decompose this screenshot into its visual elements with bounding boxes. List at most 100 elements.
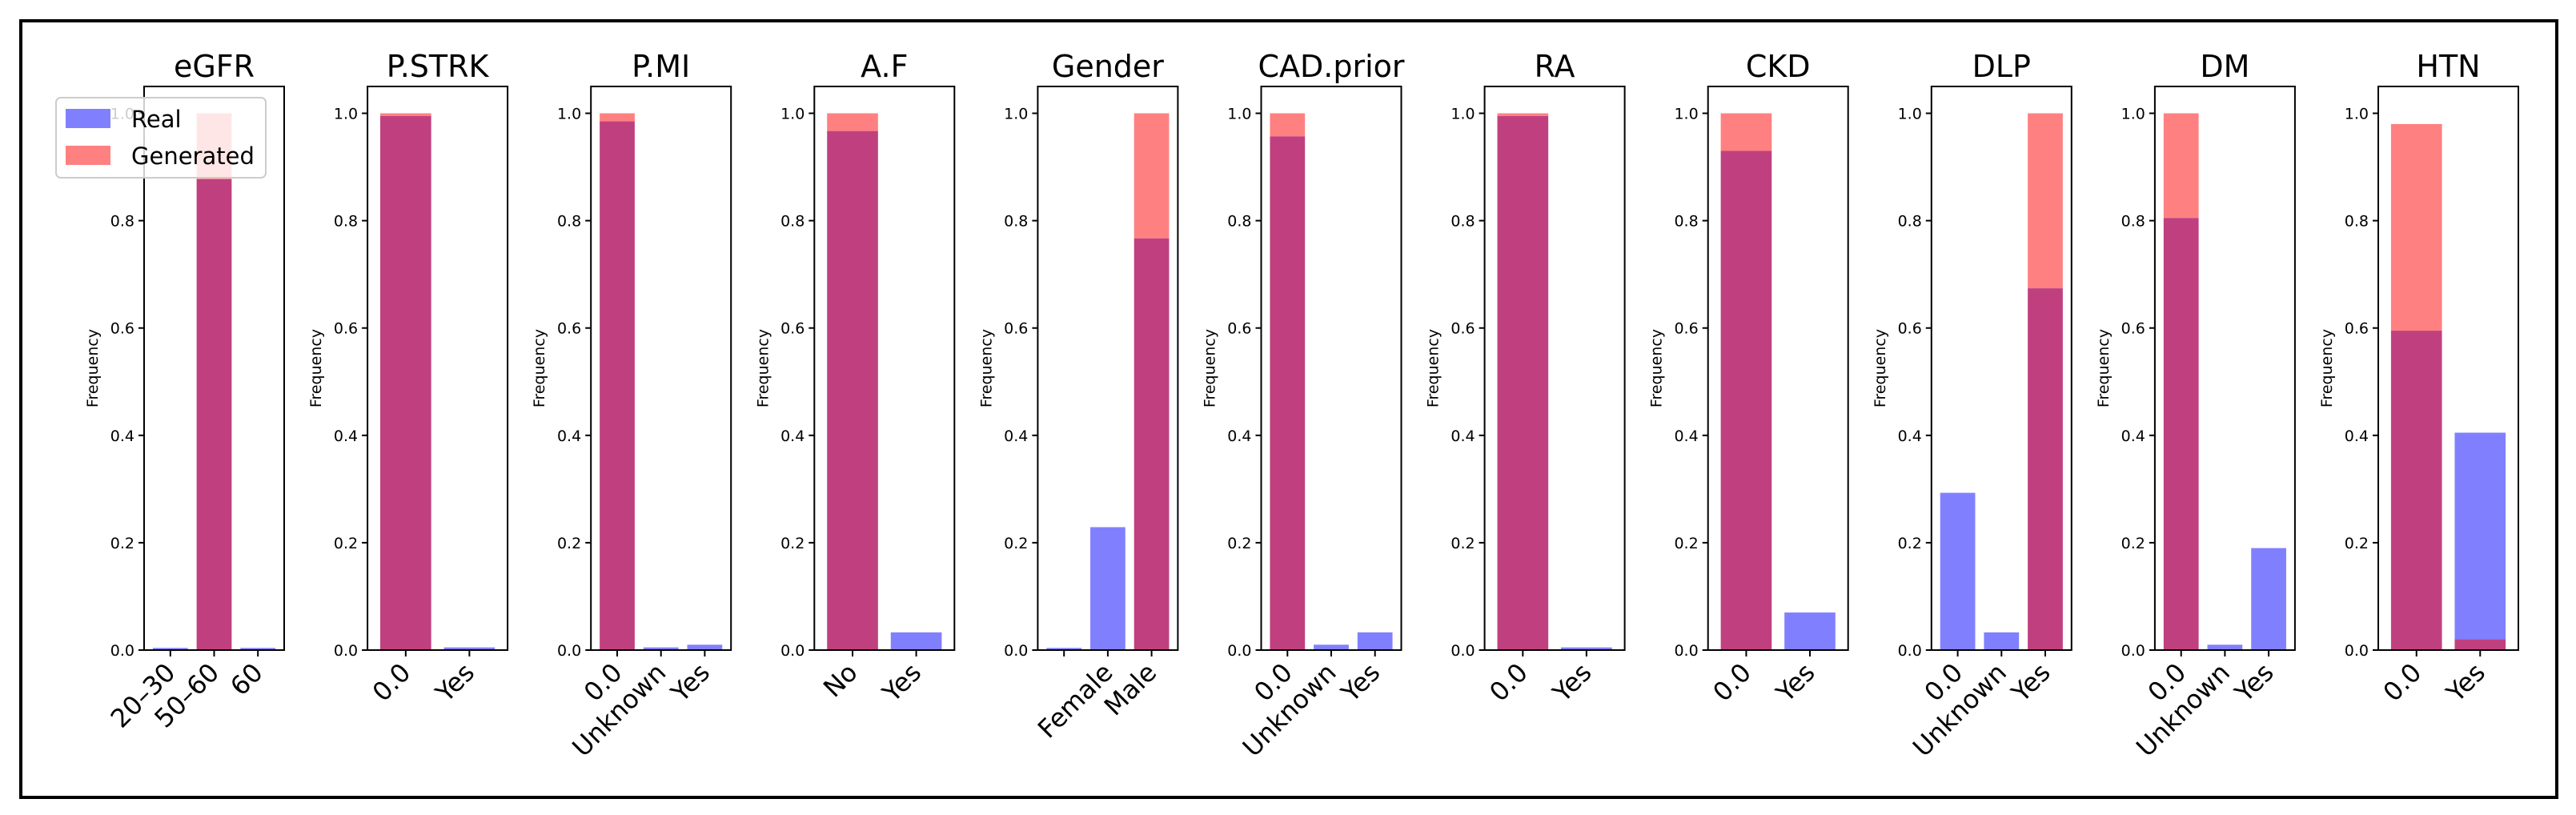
y-tick-label: 0.6	[1674, 320, 1698, 338]
y-tick-label: 0.8	[557, 213, 581, 231]
y-tick-label: 1.0	[1898, 106, 1922, 123]
subplot-panels: 0.00.20.40.60.81.0FrequencyeGFR20–3050–6…	[84, 49, 2519, 763]
y-tick-label: 0.0	[110, 642, 134, 660]
y-tick-label: 0.8	[334, 213, 358, 231]
bar-overlap-50-60	[196, 179, 232, 651]
y-tick-label: 0.0	[2345, 642, 2369, 660]
bar-generated-0-0	[380, 113, 431, 116]
y-tick-label: 0.0	[334, 642, 358, 660]
bar-real-yes	[687, 644, 723, 650]
y-axis-label: Frequency	[1425, 329, 1442, 408]
bar-generated-no	[827, 113, 878, 131]
y-tick-label: 0.0	[780, 642, 804, 660]
subplot-title: eGFR	[174, 49, 255, 84]
y-tick-label: 0.6	[1451, 320, 1475, 338]
y-tick-label: 0.8	[2345, 213, 2369, 231]
y-tick-label: 0.0	[1898, 642, 1922, 660]
y-tick-label: 0.4	[557, 428, 581, 445]
y-tick-label: 0.8	[1674, 213, 1698, 231]
bar-real-unknown	[643, 647, 679, 650]
bar-overlap-0-0	[2390, 331, 2442, 650]
y-tick-label: 0.2	[334, 535, 358, 552]
axes-frame	[2377, 86, 2519, 651]
y-tick-label: 0.0	[2121, 642, 2145, 660]
y-tick-label: 0.6	[2121, 320, 2145, 338]
subplot-title: RA	[1535, 49, 1575, 84]
bar-real-0-0	[1940, 492, 1976, 650]
y-tick-label: 0.2	[1004, 535, 1028, 552]
bar-real-unknown	[2207, 644, 2243, 650]
subplot-title: Gender	[1052, 49, 1164, 84]
bar-overlap-yes	[2028, 288, 2063, 650]
legend-swatch-generated	[66, 146, 110, 165]
subplot-title: CAD.prior	[1258, 49, 1404, 84]
y-tick-label: 0.8	[1898, 213, 1922, 231]
bar-real-yes	[1784, 612, 1836, 650]
axes-frame	[813, 86, 956, 651]
subplot-title: P.STRK	[387, 49, 490, 84]
y-tick-label: 1.0	[334, 106, 358, 123]
bar-overlap-male	[1134, 238, 1170, 650]
y-tick-label: 0.6	[1898, 320, 1922, 338]
bar-generated-0-0	[1270, 113, 1306, 137]
bar-real-female	[1090, 527, 1125, 650]
y-tick-label: 0.0	[557, 642, 581, 660]
y-tick-label: 0.8	[110, 213, 134, 231]
bar-real-20-30	[152, 648, 188, 650]
bar-generated-yes	[2028, 113, 2063, 289]
bar-real-yes	[443, 647, 496, 650]
bar-real-60	[240, 648, 276, 650]
y-axis-label: Frequency	[754, 329, 772, 408]
y-tick-label: 0.4	[110, 428, 134, 445]
y-tick-label: 0.8	[2121, 213, 2145, 231]
y-axis-label: Frequency	[1202, 329, 1219, 408]
y-tick-label: 1.0	[2121, 106, 2145, 123]
subplot-title: DM	[2200, 49, 2249, 84]
bar-generated-0-0	[1720, 113, 1772, 151]
y-tick-label: 0.2	[1227, 535, 1251, 552]
y-tick-label: 1.0	[2345, 106, 2369, 123]
bar-real-yes	[890, 632, 942, 650]
y-axis-label: Frequency	[977, 329, 995, 408]
y-tick-label: 0.4	[334, 428, 358, 445]
bar-overlap-0-0	[2163, 218, 2199, 650]
y-axis-label: Frequency	[1872, 329, 1889, 408]
subplot-title: DLP	[1972, 49, 2031, 84]
axes-frame	[1707, 86, 1849, 651]
y-tick-label: 0.4	[1451, 428, 1475, 445]
y-tick-label: 0.0	[1451, 642, 1475, 660]
axes-frame	[1483, 86, 1626, 651]
bar-overlap-no	[827, 130, 878, 650]
y-tick-label: 0.4	[1227, 428, 1251, 445]
y-tick-label: 0.6	[2345, 320, 2369, 338]
y-tick-label: 0.8	[1451, 213, 1475, 231]
bar-real-yes	[2454, 432, 2506, 640]
y-tick-label: 0.6	[110, 320, 134, 338]
y-tick-label: 0.4	[780, 428, 804, 445]
y-tick-label: 0.8	[1004, 213, 1028, 231]
legend-label-generated: Generated	[131, 143, 255, 170]
y-tick-label: 0.2	[2345, 535, 2369, 552]
subplot-title: HTN	[2416, 49, 2480, 84]
subplot-title: P.MI	[632, 49, 690, 84]
subplot-title: CKD	[1746, 49, 1811, 84]
y-axis-label: Frequency	[307, 329, 325, 408]
bar-overlap-0-0	[1720, 151, 1772, 650]
y-tick-label: 0.2	[1451, 535, 1475, 552]
bar-generated-0-0	[2163, 113, 2199, 219]
bar-real-unknown	[1314, 644, 1349, 650]
bar-overlap-0-0	[600, 121, 635, 651]
y-tick-label: 1.0	[1674, 106, 1698, 123]
y-tick-label: 0.6	[1004, 320, 1028, 338]
y-tick-label: 0.0	[1227, 642, 1251, 660]
legend-label-real: Real	[131, 106, 182, 133]
y-axis-label: Frequency	[2095, 329, 2113, 408]
bar-real-yes	[2251, 548, 2286, 650]
bar-overlap-yes	[2454, 639, 2506, 650]
y-tick-label: 0.4	[2121, 428, 2145, 445]
y-tick-label: 0.2	[2121, 535, 2145, 552]
y-tick-label: 0.4	[1674, 428, 1698, 445]
